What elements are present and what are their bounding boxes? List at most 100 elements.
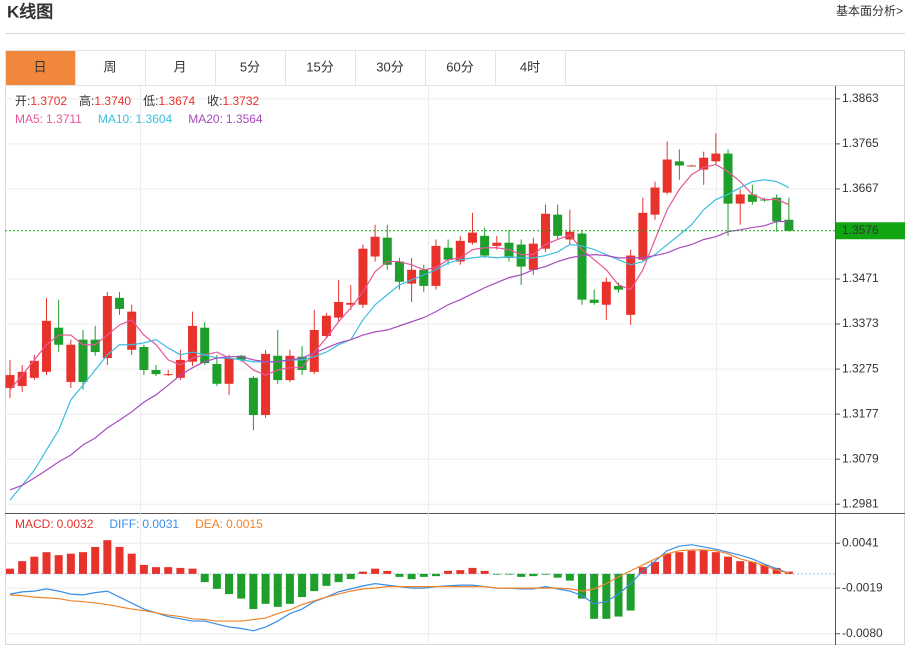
y-tick-label: 1.3079 (842, 451, 879, 465)
candle (346, 284, 356, 310)
macd-bar (675, 552, 684, 574)
legend-name: MA10: (98, 112, 133, 126)
candle (42, 297, 52, 376)
candle-body (297, 356, 307, 370)
candle (163, 370, 173, 376)
ma-line (9, 220, 789, 491)
candle-body (102, 296, 112, 359)
candle (5, 359, 15, 399)
candle-body (394, 261, 404, 282)
tab[interactable]: 4时 (495, 50, 566, 86)
candle-body (42, 320, 52, 372)
macd-bar (310, 573, 319, 592)
candle-body (577, 233, 587, 300)
macd-bar (772, 567, 781, 574)
tab[interactable]: 30分 (355, 50, 426, 86)
candle-body (735, 194, 745, 204)
tab-label[interactable]: 60分 (446, 59, 473, 74)
candle-body (346, 302, 356, 305)
macd-bar (237, 573, 246, 599)
candle (78, 330, 88, 390)
tab-background[interactable] (75, 50, 146, 86)
tab-background[interactable] (495, 50, 566, 86)
candle-body (492, 242, 502, 246)
candle (285, 349, 295, 382)
macd-bar (249, 573, 258, 610)
candle-body (17, 371, 27, 387)
macd-bar (139, 564, 148, 574)
candle (601, 277, 611, 320)
y-tick-label: -0.0080 (842, 626, 883, 640)
candle (711, 133, 721, 165)
last-price-box (836, 222, 905, 240)
candle-body (601, 281, 611, 305)
candle (577, 229, 587, 305)
macd-bar (504, 573, 513, 575)
info-label: 开: (15, 94, 30, 108)
tab[interactable]: 60分 (425, 50, 496, 86)
fundamental-link[interactable]: 基本面分析> (836, 4, 903, 18)
macd-bar (590, 573, 599, 619)
y-tick-label: 1.3863 (842, 91, 879, 105)
macd-bar (687, 550, 696, 574)
macd-bar (565, 573, 574, 581)
candle (687, 164, 697, 167)
legend-name: DIFF: (109, 517, 139, 531)
tab[interactable]: 周 (75, 50, 146, 86)
candle-body (90, 339, 100, 353)
y-tick-label: 1.3667 (842, 181, 879, 195)
candle (443, 239, 453, 265)
candle-body (5, 375, 15, 388)
tab[interactable]: 日 (5, 50, 76, 86)
candle (212, 354, 222, 387)
candle-body (248, 377, 258, 416)
candle-body (115, 297, 125, 309)
y-tick-label: 1.3765 (842, 136, 879, 150)
candle (650, 181, 660, 220)
tab-label[interactable]: 5分 (240, 59, 260, 74)
info-value: 1.3702 (30, 94, 67, 108)
candle (309, 309, 319, 375)
macd-bar (54, 555, 63, 574)
macd-bar (6, 568, 14, 574)
tab-label[interactable]: 日 (33, 59, 46, 74)
candle-body (626, 255, 636, 315)
candle (431, 239, 441, 290)
candle-body (151, 370, 161, 375)
candle (248, 375, 258, 431)
macd-bar (18, 561, 27, 574)
candle (200, 321, 210, 365)
last-price-label: 1.3576 (842, 223, 879, 237)
candle-body (467, 232, 477, 243)
tab-label[interactable]: 30分 (376, 59, 403, 74)
candle-body (54, 327, 64, 345)
tab-label[interactable]: 周 (103, 59, 116, 74)
candle-body (78, 339, 88, 382)
macd-bar (273, 573, 282, 607)
tab[interactable]: 15分 (285, 50, 356, 86)
macd-bar (577, 573, 586, 599)
tab[interactable]: 5分 (215, 50, 286, 86)
tab-label[interactable]: 15分 (306, 59, 333, 74)
legend: MACD: 0.0032 DIFF: 0.0031 DEA: 0.0015 (15, 517, 263, 531)
tab-label[interactable]: 4时 (520, 59, 540, 74)
tab-background[interactable] (5, 50, 76, 86)
legend: MA5: 1.3711 MA10: 1.3604 MA20: 1.3564 (15, 112, 263, 126)
tab-label[interactable]: 月 (173, 59, 186, 74)
tab-background[interactable] (285, 50, 356, 86)
tab-background[interactable] (145, 50, 216, 86)
candle (102, 291, 112, 365)
tab[interactable]: 月 (145, 50, 216, 86)
candle-body (480, 235, 490, 256)
candle (467, 212, 477, 245)
macd-bar (346, 573, 355, 580)
candle-body (419, 269, 429, 286)
candle-body (200, 327, 210, 364)
candle (735, 189, 745, 225)
candle-body (370, 236, 380, 257)
info-value: 1.3732 (222, 94, 259, 108)
macd-bar (711, 552, 720, 574)
macd-bar (285, 573, 294, 604)
candle (772, 194, 782, 232)
candle (321, 313, 331, 338)
